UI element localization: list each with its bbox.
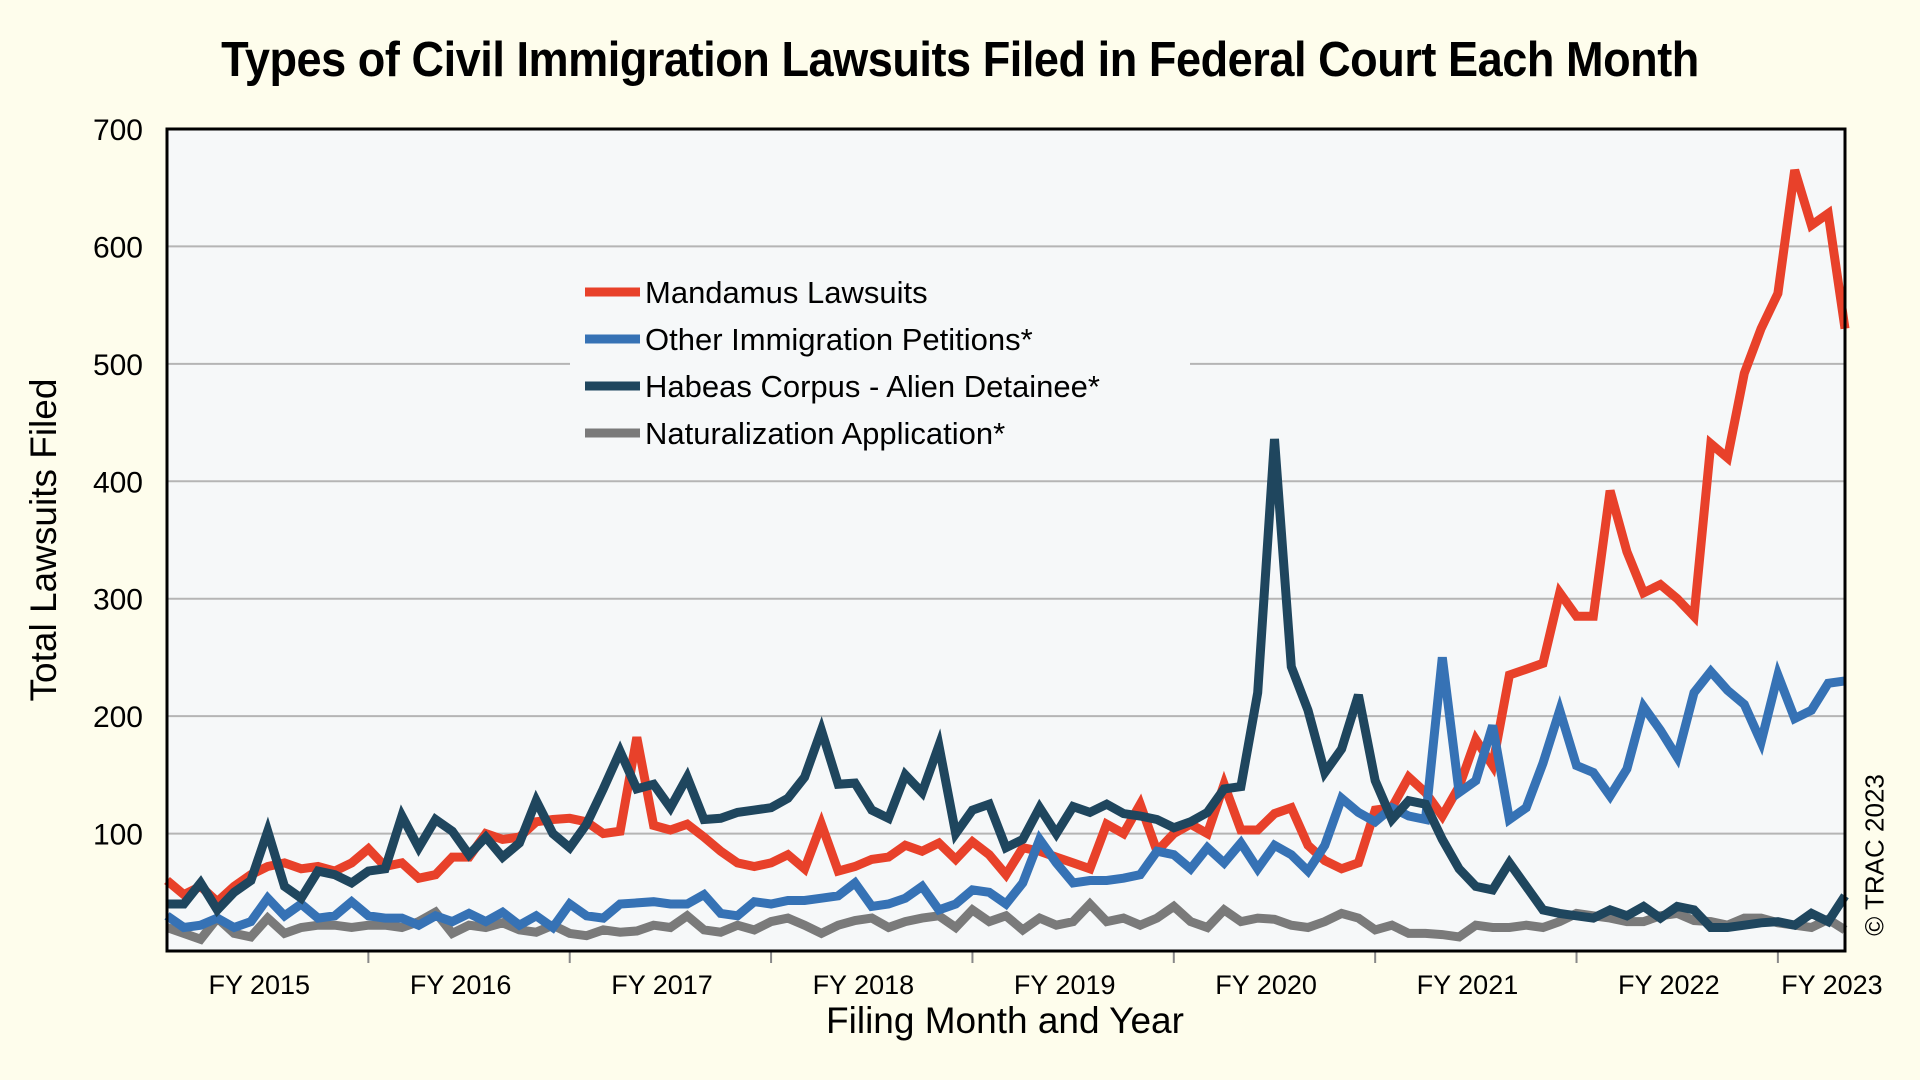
series-line-naturalization-application <box>165 897 1848 945</box>
y-tick-label: 100 <box>93 819 143 852</box>
series-line-mandamus-lawsuits <box>164 168 1850 908</box>
series-lines <box>164 168 1850 945</box>
y-tick-label: 200 <box>93 701 143 734</box>
x-tick-label: FY 2017 <box>611 970 713 1000</box>
y-axis-ticks: 100 200 300 400 500 600 700 <box>93 114 143 852</box>
legend-label: Mandamus Lawsuits <box>645 275 928 310</box>
legend-label: Other Immigration Petitions* <box>645 322 1033 357</box>
x-axis-ticks: FY 2015 FY 2016 FY 2017 FY 2018 FY 2019 FY 20… <box>208 951 1883 1000</box>
x-tick-label: FY 2022 <box>1618 970 1720 1000</box>
x-tick-label: FY 2018 <box>813 970 915 1000</box>
y-tick-label: 500 <box>93 349 143 382</box>
series-line-other-immigration-petitions <box>164 656 1846 934</box>
legend-label: Naturalization Application* <box>645 416 1005 451</box>
x-axis-label: Filing Month and Year <box>826 1000 1184 1041</box>
y-tick-label: 400 <box>93 466 143 499</box>
y-tick-label: 300 <box>93 584 143 617</box>
series-line-habeas-corpus-alien-detainee <box>167 438 1849 932</box>
x-tick-label: FY 2015 <box>208 970 310 1000</box>
x-tick-label: FY 2020 <box>1215 970 1317 1000</box>
x-tick-label: FY 2019 <box>1014 970 1116 1000</box>
y-tick-label: 700 <box>93 114 143 147</box>
legend: Mandamus Lawsuits Other Immigration Petit… <box>570 262 1190 458</box>
legend-box <box>570 262 1190 458</box>
x-tick-label: FY 2016 <box>410 970 512 1000</box>
y-tick-label: 600 <box>93 231 143 264</box>
plot-area <box>167 129 1845 951</box>
chart-title: Types of Civil Immigration Lawsuits File… <box>221 33 1699 87</box>
x-tick-label: FY 2023 <box>1781 970 1883 1000</box>
x-tick-label: FY 2021 <box>1417 970 1519 1000</box>
legend-label: Habeas Corpus - Alien Detainee* <box>645 369 1100 404</box>
plot-border <box>165 127 1847 953</box>
